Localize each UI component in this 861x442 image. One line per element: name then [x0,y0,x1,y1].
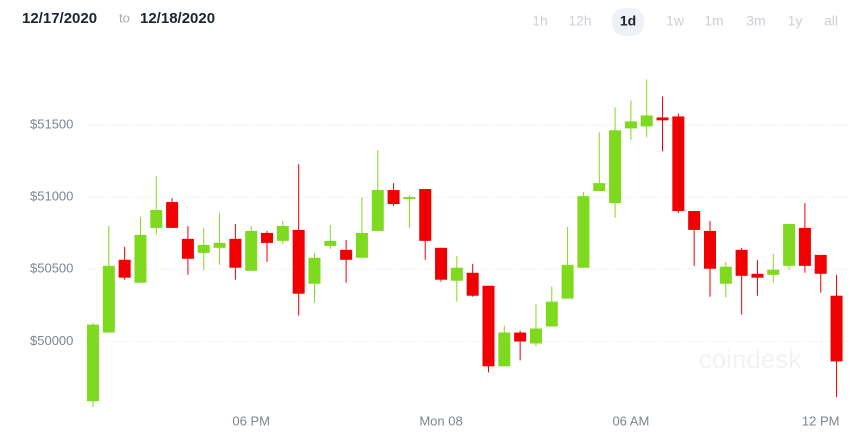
candle-body [609,130,622,204]
candle-body [340,249,353,260]
date-from: 12/17/2020 [22,10,97,27]
candle-body [197,244,210,253]
date-separator: to [119,10,130,25]
candle-body [640,115,653,127]
x-tick-label: Mon 08 [419,413,462,428]
candle-body [355,232,368,258]
candle-body [261,232,274,243]
range-button[interactable]: all [824,13,838,29]
x-tick-label: 12 PM [802,413,840,428]
candle-body [767,269,780,275]
x-tick-label: 06 PM [232,413,270,428]
candle-body [213,242,226,248]
candle-body [166,202,179,228]
candle-body [87,324,99,402]
candle-body [292,229,305,294]
candle-body [150,209,163,228]
candle-body [276,226,289,241]
candle-body [324,240,337,246]
candle-body [672,116,685,211]
candle-body [529,328,542,344]
y-tick-label: $50500 [30,261,73,276]
candle-body [450,267,463,281]
x-tick-label: 06 AM [612,413,649,428]
date-to: 12/18/2020 [140,10,215,27]
candle-body [545,301,558,327]
candle-body [783,223,796,266]
candle-body [577,196,590,268]
candle-body [719,266,732,284]
candle-body [308,257,321,284]
candle-body [229,238,242,268]
candle-body [371,190,384,231]
candle-body [419,189,432,241]
y-tick-label: $51000 [30,189,73,204]
range-button[interactable]: 3m [746,13,765,29]
candle-body [624,121,637,129]
candle-body [830,295,843,362]
candle-body [593,183,606,192]
candle-body [814,254,827,274]
range-button[interactable]: 1w [666,13,685,29]
range-button[interactable]: 1d [620,13,636,29]
range-button[interactable]: 1m [704,13,723,29]
candle-body [751,273,764,278]
y-tick-label: $50000 [30,333,73,348]
candle-body [688,210,701,230]
candle-body [403,197,416,200]
candle-body [561,264,574,299]
range-button[interactable]: 12h [568,13,591,29]
candle-body [514,332,527,342]
candle-body [435,247,448,280]
range-selected-bg [612,8,644,36]
candle-body [245,230,258,271]
candle-body [703,230,716,269]
candle-body [181,238,194,259]
candle-body [656,117,669,121]
y-tick-label: $51500 [30,116,73,131]
candle-body [387,190,400,205]
watermark: coindesk [699,344,803,374]
candle-body [498,332,511,367]
candle-body [118,259,131,278]
candle-body [134,234,147,283]
candle-body [735,249,748,276]
candle-body [798,227,811,266]
range-button[interactable]: 1h [532,13,548,29]
candle-body [482,285,495,367]
candle-body [102,265,115,333]
range-button[interactable]: 1y [788,13,803,29]
candle-body [466,272,479,296]
